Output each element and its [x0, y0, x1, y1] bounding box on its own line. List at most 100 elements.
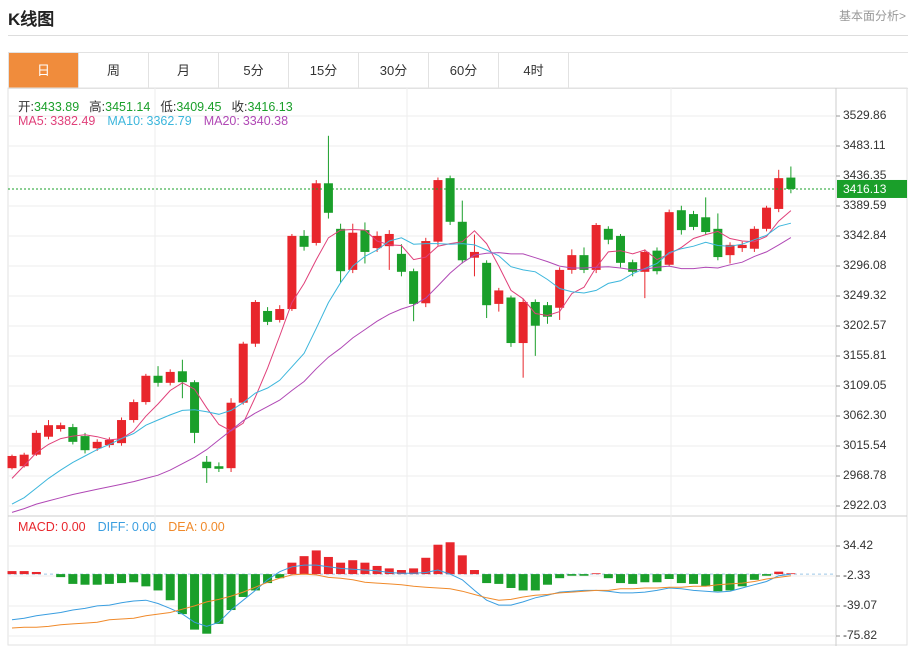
period-tab[interactable]: 60分 [429, 53, 499, 88]
macd-bar [31, 571, 41, 575]
macd-bar [542, 574, 552, 585]
ohlc-item: 高:3451.14 [89, 96, 150, 115]
y-tick-label: 3015.54 [843, 438, 887, 452]
period-tab[interactable]: 15分 [289, 53, 359, 88]
macd-bar [676, 574, 686, 584]
candle-body [287, 235, 297, 310]
macd-bar [786, 573, 796, 575]
y-tick-label: 3109.05 [843, 378, 887, 392]
legend-value: 0.00 [61, 520, 86, 534]
macd-bar [457, 555, 467, 575]
candle-body [190, 382, 200, 433]
macd-bar [56, 574, 66, 578]
candle-body [117, 420, 127, 444]
macd-bar [652, 574, 662, 583]
candle-body [433, 180, 443, 242]
candle-body [421, 241, 431, 304]
candle-body [616, 235, 625, 263]
macd-line [11, 564, 791, 627]
y-tick-label: -39.07 [843, 598, 877, 612]
macd-bar [263, 574, 273, 584]
candle-body [263, 310, 273, 322]
candle-body [226, 402, 236, 469]
y-tick-label: 3062.30 [843, 408, 887, 422]
period-tab[interactable]: 4时 [499, 53, 569, 88]
period-tab[interactable]: 周 [79, 53, 149, 88]
candle-body [409, 271, 419, 304]
macd-bar [323, 556, 333, 575]
candle-body [19, 454, 29, 467]
ohlc-label: 高: [89, 100, 106, 114]
candle-body [92, 441, 102, 449]
candle-body [153, 375, 163, 383]
macd-line [11, 573, 791, 629]
macd-bar [68, 574, 78, 584]
ohlc-value: 3433.89 [33, 100, 80, 114]
legend-name: MA5: [18, 114, 48, 128]
macd-bar [19, 571, 29, 575]
period-tab[interactable]: 5分 [219, 53, 289, 88]
legend-item: MACD: 0.00 [18, 520, 86, 534]
macd-bar [433, 544, 443, 575]
macd-bar [348, 560, 358, 575]
candle-body [250, 301, 260, 344]
legend-name: DIFF: [97, 520, 129, 534]
candle-body [31, 432, 41, 455]
y-tick-label: 34.42 [843, 538, 873, 552]
last-price-label: 3416.13 [843, 182, 887, 196]
y-tick-label: 3296.08 [843, 258, 887, 272]
candle-body [494, 290, 504, 304]
candle-body [336, 228, 346, 272]
y-tick-label: 3389.59 [843, 198, 887, 212]
candle-body [457, 221, 467, 261]
legend-value: 0.00 [200, 520, 225, 534]
macd-bar [749, 574, 759, 580]
macd-bar [603, 574, 613, 579]
last-price-box [837, 179, 907, 198]
ma-line [11, 222, 792, 505]
candle-body [129, 402, 139, 421]
fundamentals-link[interactable]: 基本面分析> [838, 9, 906, 23]
ohlc-label: 开: [18, 100, 34, 114]
ohlc-label: 低: [160, 100, 177, 114]
candle-body [762, 207, 772, 229]
period-tab[interactable]: 30分 [359, 53, 429, 88]
macd-bar [713, 574, 723, 592]
candle-body [713, 228, 723, 258]
period-tab[interactable]: 日 [9, 53, 79, 88]
macd-legend: MACD: 0.00 DIFF: 0.00 DEA: 0.00 [18, 520, 225, 534]
candle-body [202, 461, 212, 469]
macd-bar [250, 574, 260, 591]
macd-bar [165, 574, 175, 601]
legend-name: MA10: [107, 114, 144, 128]
ohlc-value: 3416.13 [247, 100, 293, 114]
y-tick-label: 3342.84 [843, 228, 887, 242]
y-tick-label: 3155.81 [843, 348, 887, 362]
ma-legend: MA5: 3382.49 MA10: 3362.79 MA20: 3340.38 [18, 114, 288, 128]
candle-body [518, 301, 528, 344]
macd-bar [640, 574, 650, 583]
candle-body [603, 228, 613, 240]
candle-body [384, 233, 394, 247]
candle-body [165, 371, 175, 383]
macd-bar [396, 570, 406, 575]
macd-bar [664, 574, 674, 580]
ohlc-item: 开:3433.89 [18, 96, 79, 115]
y-tick-label: 2922.03 [843, 498, 887, 512]
chart-frame [7, 87, 908, 646]
macd-bar [530, 574, 540, 591]
period-tab[interactable]: 月 [149, 53, 219, 88]
macd-bar [409, 568, 419, 575]
macd-bar [384, 568, 394, 575]
candle-body [640, 251, 650, 272]
macd-bar [104, 574, 114, 584]
macd-bar [494, 574, 504, 584]
page-title: K线图 [8, 10, 55, 29]
legend-item: DEA: 0.00 [168, 520, 225, 534]
ohlc-value: 3451.14 [105, 100, 151, 114]
ohlc-info: 开:3433.89 高:3451.14 低:3409.45 收:3416.13 [18, 96, 293, 115]
candle-body [725, 244, 735, 256]
legend-value: 0.00 [131, 520, 157, 534]
y-tick-label: 3436.35 [843, 168, 887, 182]
